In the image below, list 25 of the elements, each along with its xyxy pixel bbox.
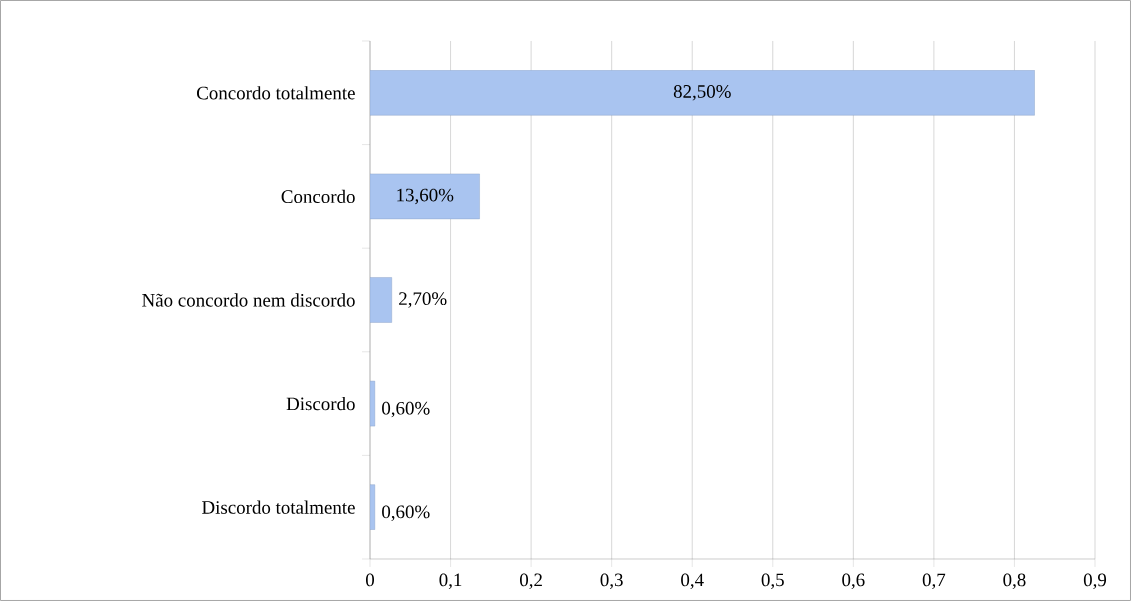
x-tick-label: 0,2 — [520, 573, 542, 589]
x-tick-label: 0,5 — [761, 573, 784, 589]
bar — [370, 380, 376, 427]
x-tick-label: 0,7 — [922, 573, 946, 589]
x-tick-label: 0,3 — [600, 573, 623, 589]
bar — [370, 70, 1035, 116]
x-tick-label: 0,8 — [1003, 573, 1026, 589]
data-label: 0,60% — [382, 505, 430, 521]
data-label: 82,50% — [673, 85, 731, 101]
data-label: 0,60% — [382, 401, 430, 418]
data-label: 2,70% — [399, 292, 447, 308]
y-tick-label: Discordo totalmente — [202, 500, 355, 514]
y-tick-label: Não concordo nem discordo — [142, 293, 355, 307]
bar — [370, 484, 376, 530]
y-tick-label: Concordo — [281, 189, 355, 204]
x-tick-label: 0,1 — [439, 573, 462, 589]
x-tick-label: 0,9 — [1083, 573, 1107, 589]
data-label: 13,60% — [397, 188, 454, 205]
bar — [370, 277, 392, 323]
x-tick-label: 0,4 — [681, 573, 704, 589]
x-tick-label: 0,6 — [842, 573, 865, 589]
x-tick-label: 0 — [366, 573, 375, 587]
bar — [370, 173, 480, 220]
y-tick-label: Discordo — [286, 396, 355, 411]
y-tick-label: Concordo totalmente — [197, 86, 355, 100]
